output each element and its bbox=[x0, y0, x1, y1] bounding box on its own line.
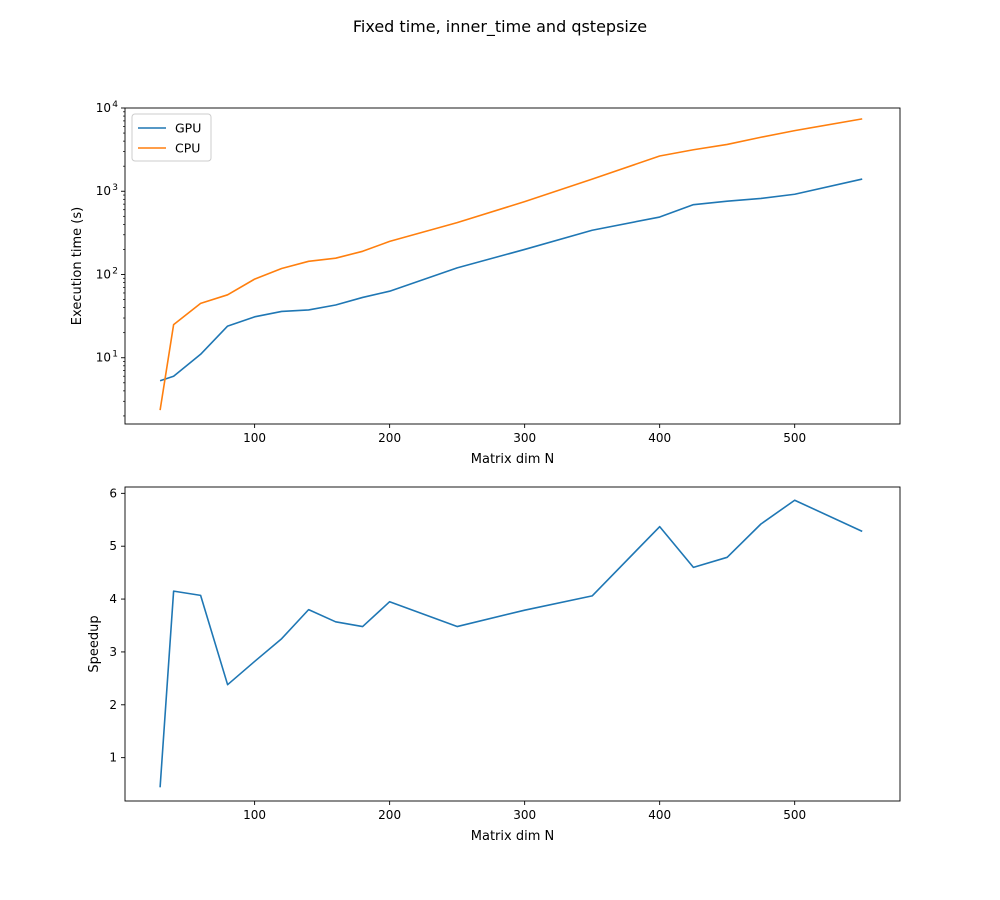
legend-label-gpu: GPU bbox=[175, 121, 201, 136]
y-tick-label: 2 bbox=[109, 698, 117, 712]
x-tick-label: 500 bbox=[783, 431, 806, 445]
y-tick-exponent: 3 bbox=[112, 183, 118, 193]
x-axis-label: Matrix dim N bbox=[471, 452, 554, 467]
y-tick-label: 10 bbox=[96, 267, 111, 281]
x-tick-label: 300 bbox=[513, 808, 536, 822]
legend-box bbox=[131, 113, 212, 162]
legend-label-cpu: CPU bbox=[175, 141, 200, 156]
y-tick-label: 3 bbox=[109, 645, 117, 659]
y-tick-label: 10 bbox=[96, 101, 111, 115]
series-line-gpu bbox=[159, 178, 863, 382]
series-line-speedup bbox=[159, 499, 863, 788]
y-axis-label: Speedup bbox=[87, 615, 102, 672]
series-line-cpu bbox=[159, 118, 863, 411]
y-tick-exponent: 4 bbox=[112, 100, 118, 110]
y-tick-label: 4 bbox=[109, 592, 117, 606]
y-tick-label: 5 bbox=[109, 539, 117, 553]
y-tick-exponent: 1 bbox=[112, 350, 118, 360]
y-tick-exponent: 2 bbox=[112, 266, 118, 276]
x-tick-label: 100 bbox=[243, 808, 266, 822]
y-tick-label: 10 bbox=[96, 184, 111, 198]
x-tick-label: 400 bbox=[648, 808, 671, 822]
x-tick-label: 300 bbox=[513, 431, 536, 445]
y-axis-label: Execution time (s) bbox=[70, 207, 85, 325]
x-tick-label: 100 bbox=[243, 431, 266, 445]
plot-frame bbox=[124, 107, 901, 425]
x-tick-label: 500 bbox=[783, 808, 806, 822]
legend: GPU CPU bbox=[131, 113, 212, 162]
x-tick-label: 200 bbox=[378, 808, 401, 822]
y-tick-label: 1 bbox=[109, 751, 117, 765]
plot-frame bbox=[124, 486, 901, 802]
y-tick-label: 10 bbox=[96, 351, 111, 365]
y-tick-label: 6 bbox=[109, 486, 117, 500]
figure-title: Fixed time, inner_time and qstepsize bbox=[353, 17, 647, 37]
bottom-axes: 100 200 300 400 500 1 2 3 4 5 6 Matrix dim N Speedup bbox=[87, 486, 901, 844]
x-axis-label: Matrix dim N bbox=[471, 829, 554, 844]
x-tick-label: 400 bbox=[648, 431, 671, 445]
x-tick-label: 200 bbox=[378, 431, 401, 445]
